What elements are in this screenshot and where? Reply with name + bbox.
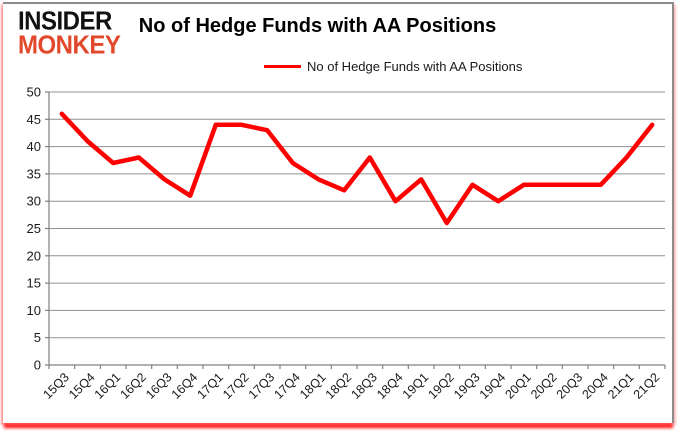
x-tick-label: 15Q3 xyxy=(40,370,72,402)
series-line xyxy=(59,111,655,226)
x-tick-label: 17Q3 xyxy=(246,370,278,402)
x-tick-label: 18Q3 xyxy=(348,370,380,402)
y-tick-label: 25 xyxy=(27,221,41,236)
legend: No of Hedge Funds with AA Positions xyxy=(264,58,522,74)
x-tick-label: 18Q1 xyxy=(297,370,329,402)
gridlines xyxy=(49,91,665,339)
x-tick-label: 16Q2 xyxy=(117,370,149,402)
legend-line-swatch xyxy=(264,64,301,68)
x-tick-label: 16Q1 xyxy=(92,370,124,402)
y-tick-label: 50 xyxy=(27,85,41,100)
x-axis-labels: 15Q315Q416Q116Q216Q316Q417Q117Q217Q317Q4… xyxy=(40,370,662,402)
y-tick-label: 20 xyxy=(27,248,41,263)
x-tick-label: 15Q4 xyxy=(66,370,98,402)
y-tick-label: 0 xyxy=(34,358,41,373)
x-axis-ticks xyxy=(48,365,666,369)
x-tick-label: 20Q1 xyxy=(502,370,534,402)
x-tick-label: 20Q2 xyxy=(528,370,560,402)
x-tick-label: 18Q4 xyxy=(374,370,406,402)
x-tick-label: 16Q3 xyxy=(143,370,175,402)
y-axis-labels: 0 5 10 15 20 25 30 35 40 45 50 xyxy=(27,85,49,373)
logo-text-monkey: MONKEY xyxy=(18,30,121,60)
x-tick-label: 18Q2 xyxy=(323,370,355,402)
y-tick-label: 35 xyxy=(27,166,41,181)
y-tick-label: 15 xyxy=(27,276,41,291)
x-tick-label: 19Q2 xyxy=(425,370,457,402)
x-tick-label: 17Q2 xyxy=(220,370,252,402)
chart-card: INSIDER MONKEY No of Hedge Funds with AA… xyxy=(3,2,674,423)
x-tick-label: 20Q3 xyxy=(554,370,586,402)
legend-label: No of Hedge Funds with AA Positions xyxy=(307,58,523,74)
x-tick-label: 21Q1 xyxy=(605,370,637,402)
x-tick-label: 17Q4 xyxy=(271,370,303,402)
y-tick-label: 5 xyxy=(34,330,41,345)
x-tick-label: 19Q3 xyxy=(451,370,483,402)
logo-text-insider: INSIDER xyxy=(18,6,112,36)
page-title: No of Hedge Funds with AA Positions xyxy=(138,15,497,37)
x-tick-label: 16Q4 xyxy=(169,370,201,402)
x-tick-label: 19Q4 xyxy=(477,370,509,402)
y-tick-label: 10 xyxy=(27,303,41,318)
x-tick-label: 21Q2 xyxy=(631,370,663,402)
y-tick-label: 45 xyxy=(27,112,41,127)
x-tick-label: 19Q1 xyxy=(400,370,432,402)
insider-monkey-logo: INSIDER MONKEY xyxy=(18,6,121,60)
y-tick-label: 30 xyxy=(27,194,41,209)
x-tick-label: 20Q4 xyxy=(579,370,611,402)
chart-svg: 0 5 10 15 20 25 30 35 40 45 50 15Q315Q416Q116Q216Q3… xyxy=(27,85,666,402)
x-tick-label: 17Q1 xyxy=(194,370,226,402)
y-tick-label: 40 xyxy=(27,139,41,154)
